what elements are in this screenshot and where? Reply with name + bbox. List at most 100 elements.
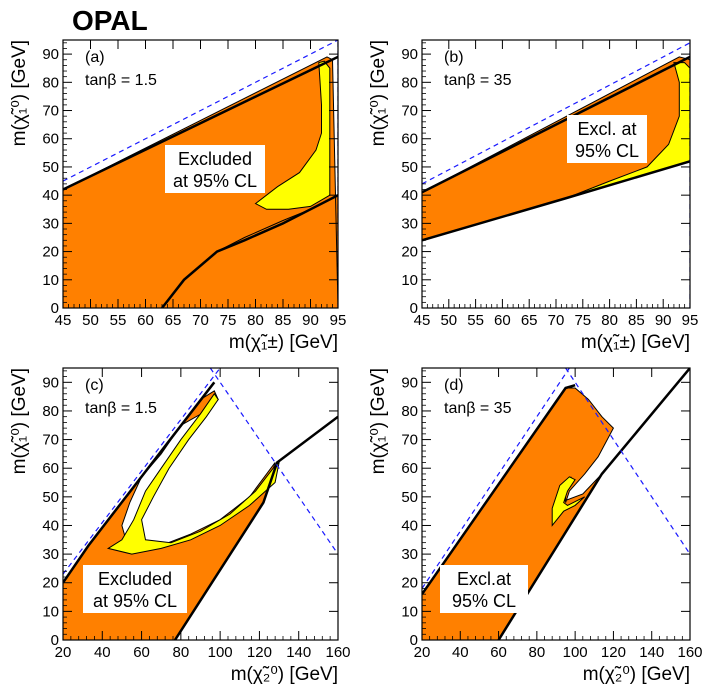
y-tick-label: 70 [42, 432, 59, 449]
x-axis-label: m(χ̃₁±) [GeV] [229, 332, 338, 353]
x-tick-label: 45 [55, 312, 72, 329]
y-tick-label: 0 [410, 300, 418, 317]
x-tick-label: 55 [110, 312, 127, 329]
figure-title: OPAL [72, 5, 148, 36]
tanbeta-label: tanβ = 35 [444, 400, 512, 417]
x-tick-label: 80 [247, 312, 264, 329]
y-axis-label: m(χ̃₁⁰) [GeV] [9, 40, 30, 146]
excluded-label-line: 95% CL [575, 141, 639, 161]
excluded-label-line: at 95% CL [173, 171, 257, 191]
y-tick-label: 60 [42, 131, 59, 148]
panel-label: (c) [85, 377, 104, 394]
y-tick-label: 70 [42, 103, 59, 120]
yellow-region [566, 62, 690, 199]
panel-label: (d) [444, 377, 464, 394]
y-tick-label: 70 [401, 432, 418, 449]
y-tick-label: 60 [401, 460, 418, 477]
x-tick-label: 60 [137, 312, 154, 329]
x-axis-label: m(χ̃₂⁰) [GeV] [583, 664, 690, 685]
x-tick-label: 20 [414, 644, 431, 661]
x-tick-label: 75 [220, 312, 237, 329]
y-axis-label: m(χ̃₁⁰) [GeV] [368, 40, 389, 146]
y-tick-label: 70 [401, 103, 418, 120]
x-tick-label: 140 [286, 644, 311, 661]
y-tick-label: 80 [42, 74, 59, 91]
x-tick-label: 85 [628, 312, 645, 329]
x-tick-label: 120 [247, 644, 272, 661]
yellow-region [106, 392, 280, 555]
y-tick-label: 50 [401, 159, 418, 176]
y-tick-label: 90 [42, 374, 59, 391]
plot-frame [62, 367, 339, 641]
x-tick-label: 80 [173, 644, 190, 661]
y-tick-label: 40 [42, 517, 59, 534]
x-tick-label: 70 [548, 312, 565, 329]
x-tick-label: 40 [452, 644, 469, 661]
lower-bound-line [422, 160, 690, 242]
x-tick-label: 55 [467, 312, 484, 329]
y-tick-label: 10 [42, 603, 59, 620]
excluded-label-line: Excl. at [577, 119, 636, 139]
y-tick-label: 60 [42, 460, 59, 477]
kinematic-limit-line-0 [63, 40, 338, 182]
panel-c: 20 40 60 80 100 120 140 160 0 10 20 30 40 50 60 70 80 90 m… [9, 367, 351, 685]
upper-bound-line [422, 384, 576, 595]
kinematic-limit-line-1 [565, 368, 690, 555]
plot-frame [421, 367, 691, 641]
x-tick-label: 60 [494, 312, 511, 329]
y-tick-label: 40 [401, 517, 418, 534]
yellow-region [254, 60, 331, 210]
x-tick-label: 40 [94, 644, 111, 661]
y-tick-label: 10 [401, 272, 418, 289]
y-tick-label: 90 [42, 46, 59, 63]
y-axis-label: m(χ̃₁⁰) [GeV] [9, 368, 30, 474]
y-tick-label: 50 [401, 489, 418, 506]
upper-bound-line [63, 381, 216, 584]
y-tick-label: 20 [42, 575, 59, 592]
panel-b: 45 50 55 60 65 70 75 80 85 90 95 0 10 20 30 40 50 60 70 80 9… [368, 39, 699, 353]
x-tick-label: 85 [275, 312, 292, 329]
y-tick-label: 30 [42, 546, 59, 563]
tanbeta-label: tanβ = 1.5 [85, 72, 157, 89]
x-tick-label: 65 [521, 312, 538, 329]
x-tick-label: 160 [677, 644, 702, 661]
x-tick-label: 65 [165, 312, 182, 329]
y-tick-label: 10 [401, 603, 418, 620]
x-tick-label: 80 [601, 312, 618, 329]
y-tick-label: 30 [401, 546, 418, 563]
upper-bound-line [422, 55, 690, 194]
x-tick-label: 20 [55, 644, 72, 661]
y-tick-label: 40 [401, 187, 418, 204]
tanbeta-label: tanβ = 1.5 [85, 400, 157, 417]
x-tick-label: 50 [440, 312, 457, 329]
y-tick-label: 40 [42, 187, 59, 204]
y-tick-label: 80 [42, 403, 59, 420]
x-tick-label: 95 [682, 312, 699, 329]
x-tick-label: 50 [82, 312, 99, 329]
kinematic-limit-line-0 [422, 42, 690, 185]
y-tick-label: 30 [401, 215, 418, 232]
y-tick-label: 20 [42, 244, 59, 261]
x-tick-label: 90 [302, 312, 319, 329]
plot-area-b [422, 40, 690, 308]
x-tick-label: 120 [601, 644, 626, 661]
lower-bound-line [161, 194, 338, 308]
x-tick-label: 60 [490, 644, 507, 661]
y-tick-label: 0 [51, 300, 59, 317]
y-tick-label: 50 [42, 489, 59, 506]
kinematic-limit-line-1 [209, 368, 338, 555]
y-tick-label: 0 [51, 632, 59, 649]
y-tick-label: 0 [410, 632, 418, 649]
y-tick-label: 20 [401, 575, 418, 592]
y-tick-label: 80 [401, 403, 418, 420]
panel-a: 45 50 55 60 65 70 75 80 85 90 95 0 10 20 30 40 50 60 70 80 9… [9, 39, 347, 353]
x-tick-label: 95 [330, 312, 347, 329]
y-tick-label: 20 [401, 244, 418, 261]
x-axis-label: m(χ̃₂⁰) [GeV] [231, 664, 338, 685]
excluded-label-line: Excl.at [457, 569, 511, 589]
x-tick-label: 75 [574, 312, 591, 329]
x-tick-label: 70 [192, 312, 209, 329]
y-tick-label: 60 [401, 131, 418, 148]
panel-label: (b) [444, 49, 464, 66]
x-tick-label: 45 [414, 312, 431, 329]
